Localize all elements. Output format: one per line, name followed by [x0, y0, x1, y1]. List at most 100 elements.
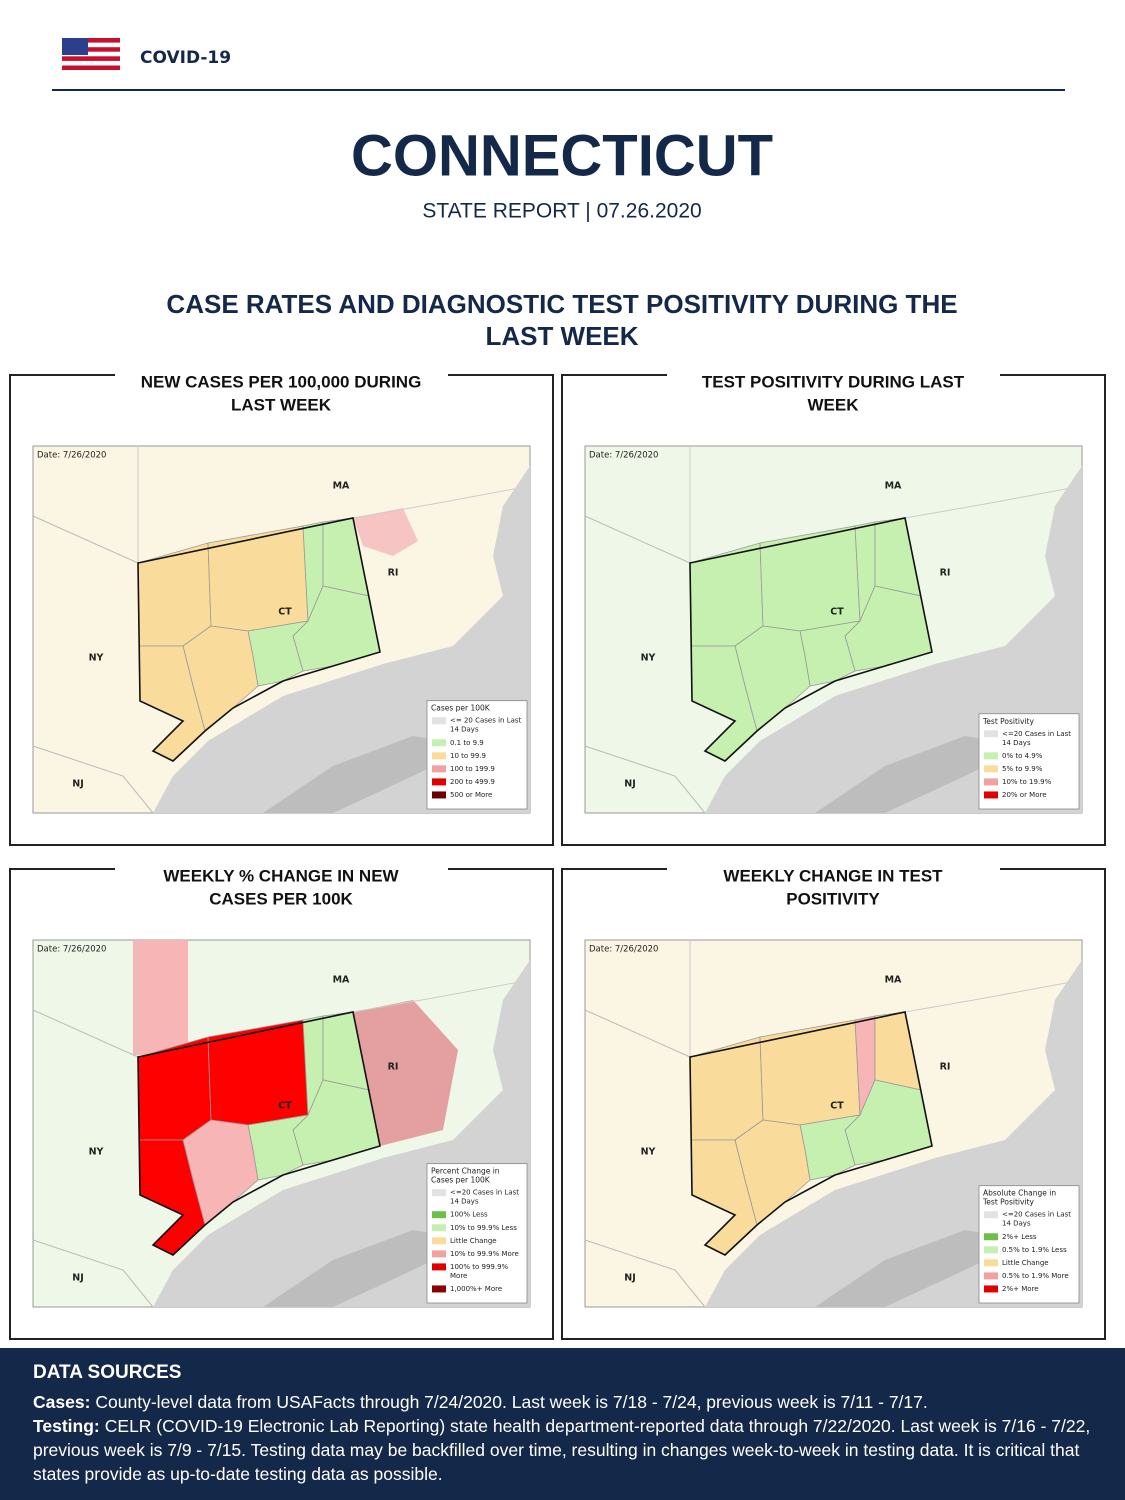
legend-label: <=20 Cases in Last	[450, 1189, 519, 1197]
state-border	[32, 1009, 139, 1058]
legend-label: 0.5% to 1.9% More	[1002, 1272, 1069, 1280]
panel-title: WEEKLY % CHANGE IN NEW	[163, 866, 399, 885]
legend-label: <=20 Cases in Last	[1002, 730, 1071, 738]
map-label: RI	[388, 568, 399, 579]
data-sources-list: Cases: County-level data from USAFacts th…	[33, 1390, 1092, 1486]
county	[207, 525, 309, 632]
state-border	[904, 979, 1083, 1013]
legend-swatch	[432, 752, 446, 760]
panel-title: WEEKLY CHANGE IN TEST	[723, 866, 943, 885]
county	[207, 1019, 309, 1126]
data-source: Testing: CELR (COVID-19 Electronic Lab Re…	[33, 1414, 1092, 1486]
legend-title: Percent Change in	[431, 1167, 500, 1176]
legend-title: Cases per 100K	[431, 704, 491, 713]
map-label: MA	[885, 975, 902, 986]
legend-label: 2%+ More	[1002, 1285, 1039, 1293]
panel-title-backdrop	[667, 865, 1000, 875]
map-date: Date: 7/26/2020	[37, 451, 106, 461]
legend-swatch	[432, 739, 446, 747]
data-source-text: County-level data from USAFacts through …	[95, 1392, 928, 1412]
state-border	[352, 485, 531, 519]
map-label: RI	[940, 1062, 951, 1073]
legend-label: 0.5% to 1.9% Less	[1002, 1246, 1067, 1254]
state-border	[584, 1239, 706, 1308]
legend-swatch	[984, 730, 998, 738]
state-outline	[137, 517, 381, 762]
legend-label: 20% or More	[1002, 791, 1047, 799]
county	[759, 525, 861, 632]
county	[759, 1019, 861, 1126]
map-label: CT	[830, 1101, 844, 1112]
legend-swatch	[432, 1224, 446, 1232]
map-date: Date: 7/26/2020	[589, 945, 658, 955]
legend-swatch	[984, 765, 998, 773]
legend-swatch	[432, 717, 446, 725]
neighbor-region	[353, 508, 418, 556]
water	[815, 736, 1025, 813]
map-label: MA	[333, 481, 350, 492]
legend-swatch	[432, 1285, 446, 1293]
map-label: NJ	[72, 779, 84, 790]
legend-swatch	[432, 791, 446, 799]
map: Date: 7/26/2020 MA RI CT NY NJ Percent Change …	[32, 939, 531, 1308]
map-label: CT	[278, 607, 292, 618]
legend-label: 14 Days	[450, 1198, 479, 1206]
state-outline	[137, 1011, 381, 1256]
legend-swatch	[984, 1233, 998, 1241]
legend-title: Cases per 100K	[431, 1176, 491, 1185]
state-outline	[689, 517, 933, 762]
legend-label: 10% to 19.9%	[1002, 778, 1052, 786]
header-label: COVID-19	[140, 48, 231, 68]
map-label: NY	[89, 1147, 104, 1158]
legend-label: 1,000%+ More	[450, 1285, 502, 1293]
legend-swatch	[432, 1250, 446, 1258]
map: Date: 7/26/2020 MA RI CT NY NJ Absolute Change…	[584, 939, 1083, 1308]
legend-swatch	[432, 765, 446, 773]
legend-swatch	[432, 1189, 446, 1197]
data-sources: DATA SOURCES Cases: County-level data fro…	[0, 1348, 1125, 1500]
map-label: MA	[885, 481, 902, 492]
map-label: NJ	[624, 779, 636, 790]
legend-swatch	[984, 778, 998, 786]
legend-label: 14 Days	[1002, 1220, 1031, 1228]
map-label: NY	[641, 653, 656, 664]
map-date: Date: 7/26/2020	[589, 451, 658, 461]
state-border	[584, 515, 691, 564]
legend-swatch	[984, 791, 998, 799]
legend-swatch	[984, 1211, 998, 1219]
legend-swatch	[432, 1237, 446, 1245]
map-panel: TEST POSITIVITY DURING LAST WEEK Date: 7/2…	[561, 371, 1106, 846]
map-label: MA	[333, 975, 350, 986]
legend-label: 10% to 99.9% More	[450, 1250, 519, 1258]
map-label: NY	[641, 1147, 656, 1158]
legend-swatch	[432, 1263, 446, 1271]
legend-label: 0.1 to 9.9	[450, 739, 484, 747]
map: Date: 7/26/2020 MA RI CT NY NJ Test Positivity…	[584, 445, 1083, 814]
neighbor-region	[353, 1000, 458, 1146]
legend-label: 14 Days	[1002, 739, 1031, 747]
legend-swatch	[432, 778, 446, 786]
legend-label: 500 or More	[450, 791, 492, 799]
map-label: CT	[278, 1101, 292, 1112]
water	[263, 1230, 473, 1307]
data-source: Cases: County-level data from USAFacts th…	[33, 1390, 1092, 1414]
state-outline	[689, 1011, 933, 1256]
legend-label: <= 20 Cases in Last	[450, 717, 522, 725]
panel-title: CASES PER 100K	[209, 889, 353, 908]
legend-swatch	[984, 752, 998, 760]
state-border	[32, 745, 154, 814]
map-date: Date: 7/26/2020	[37, 945, 106, 955]
legend-title: Test Positivity	[982, 717, 1034, 726]
legend-label: 14 Days	[450, 726, 479, 734]
map-panel: WEEKLY CHANGE IN TEST POSITIVITY Date: 7/2…	[561, 865, 1106, 1340]
legend-swatch	[984, 1272, 998, 1280]
legend-box	[978, 1185, 1080, 1304]
report-title: CONNECTICUT	[351, 123, 773, 188]
